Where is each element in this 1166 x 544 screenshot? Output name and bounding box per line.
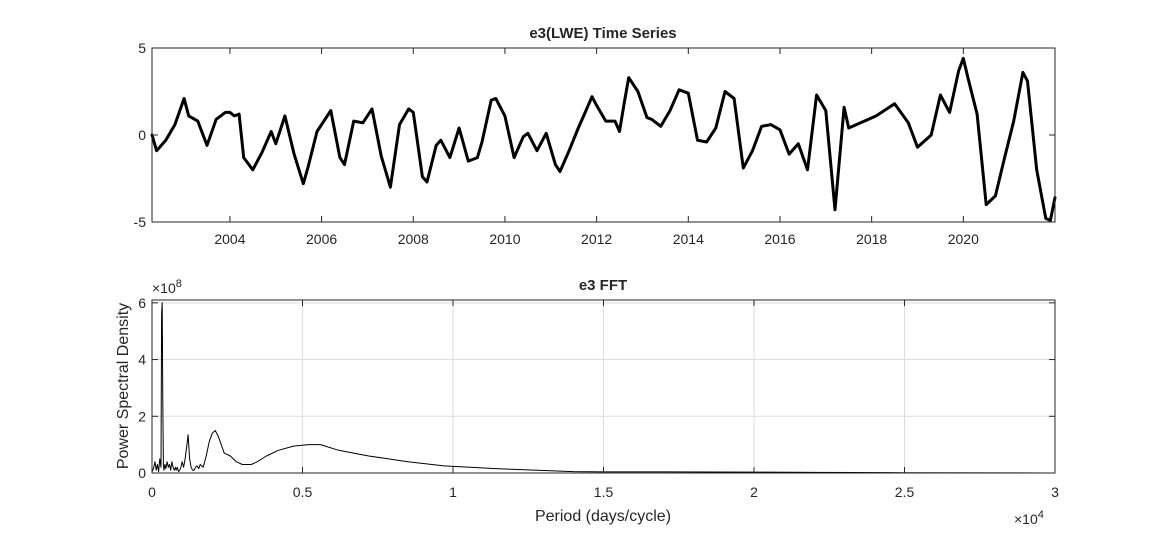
fft-plot: e3 FFT 0 0.5 1 1.5 2 2.5 3 0 2 4 6 Period (days/cy… (115, 277, 1059, 527)
fft-y-tick-label: 2 (138, 408, 146, 424)
time-series-axes-frame (151, 47, 1056, 223)
ts-x-tick-label: 2008 (398, 231, 429, 247)
fft-x-tick-label: 2.5 (895, 484, 915, 500)
ts-x-tick-label: 2006 (306, 231, 337, 247)
ts-x-tick-label: 2012 (581, 231, 612, 247)
fft-title: e3 FFT (579, 277, 627, 294)
fft-x-tick-label: 1 (449, 484, 457, 500)
fft-x-exponent: ×104 (1014, 509, 1044, 527)
fft-x-tick-label: 1.5 (594, 484, 614, 500)
time-series-title: e3(LWE) Time Series (529, 25, 676, 42)
fft-x-tick-label: 0 (148, 484, 156, 500)
ts-x-tick-label: 2018 (856, 231, 887, 247)
ts-x-tick-label: 2020 (948, 231, 979, 247)
fft-y-axis-label: Power Spectral Density (115, 303, 132, 469)
fft-x-axis-label: Period (days/cycle) (535, 508, 671, 525)
fft-x-tick-label: 2 (750, 484, 758, 500)
fft-x-tick-label: 3 (1051, 484, 1059, 500)
fft-x-tick-label: 0.5 (293, 484, 313, 500)
ts-y-tick-label: -5 (134, 214, 147, 230)
ts-x-tick-label: 2010 (489, 231, 520, 247)
time-series-plot: e3(LWE) Time Series 2004 2006 2008 2010 2012… (134, 25, 1057, 247)
ts-x-tick-label: 2004 (214, 231, 245, 247)
time-series-line (150, 56, 1057, 222)
fft-spectrum-line (151, 302, 1056, 474)
fft-y-tick-label: 0 (138, 465, 146, 481)
ts-x-tick-label: 2016 (764, 231, 795, 247)
fft-y-tick-label: 6 (138, 295, 146, 311)
fft-y-tick-label: 4 (138, 352, 146, 368)
time-series-ticks: 2004 2006 2008 2010 2012 2014 2016 2018 2020 -5 0 5 (134, 40, 1055, 247)
ts-x-tick-label: 2014 (673, 231, 704, 247)
ts-y-tick-label: 0 (138, 127, 146, 143)
fft-y-exponent: ×108 (152, 278, 182, 296)
ts-y-tick-label: 5 (138, 40, 146, 56)
fft-ticks: 0 0.5 1 1.5 2 2.5 3 0 2 4 6 (138, 295, 1059, 500)
fft-grid (151, 300, 1056, 474)
